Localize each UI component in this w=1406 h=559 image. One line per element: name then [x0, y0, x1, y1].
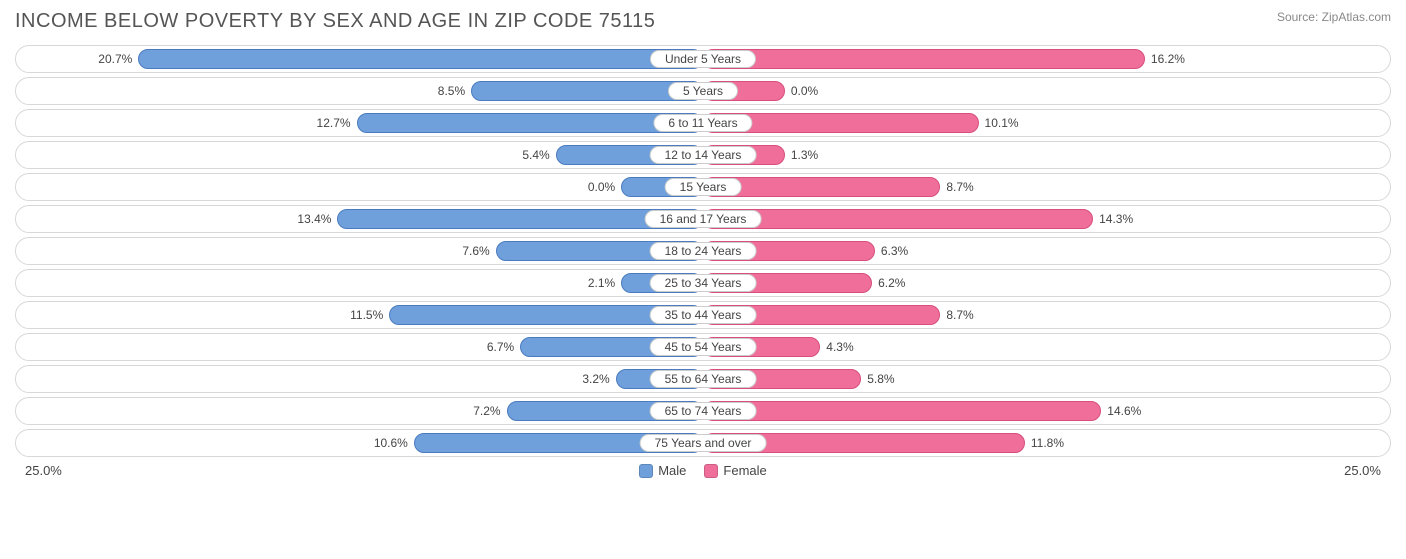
male-pct-label: 6.7% [487, 340, 514, 354]
male-pct-label: 0.0% [588, 180, 615, 194]
legend: Male Female [639, 463, 767, 478]
category-label: Under 5 Years [650, 50, 756, 68]
chart-row: 2.1% 6.2% 25 to 34 Years [15, 269, 1391, 297]
chart-row: 20.7% 16.2% Under 5 Years [15, 45, 1391, 73]
female-bar [703, 49, 1145, 69]
chart-row: 12.7% 10.1% 6 to 11 Years [15, 109, 1391, 137]
male-pct-label: 5.4% [522, 148, 549, 162]
category-label: 6 to 11 Years [653, 114, 752, 132]
legend-male-label: Male [658, 463, 686, 478]
female-pct-label: 14.6% [1107, 404, 1141, 418]
chart-row: 6.7% 4.3% 45 to 54 Years [15, 333, 1391, 361]
category-label: 16 and 17 Years [645, 210, 762, 228]
chart-row: 7.6% 6.3% 18 to 24 Years [15, 237, 1391, 265]
category-label: 25 to 34 Years [650, 274, 757, 292]
female-pct-label: 14.3% [1099, 212, 1133, 226]
male-pct-label: 3.2% [582, 372, 609, 386]
male-bar [138, 49, 703, 69]
axis-row: 25.0% Male Female 25.0% [15, 463, 1391, 478]
source-attribution: Source: ZipAtlas.com [1277, 10, 1391, 24]
chart-row: 0.0% 8.7% 15 Years [15, 173, 1391, 201]
male-pct-label: 20.7% [98, 52, 132, 66]
female-pct-label: 16.2% [1151, 52, 1185, 66]
female-pct-label: 11.8% [1031, 436, 1064, 450]
chart-row: 13.4% 14.3% 16 and 17 Years [15, 205, 1391, 233]
chart-title: INCOME BELOW POVERTY BY SEX AND AGE IN Z… [15, 10, 655, 33]
male-pct-label: 11.5% [350, 308, 383, 322]
axis-max-right: 25.0% [1344, 463, 1381, 478]
legend-female-label: Female [723, 463, 766, 478]
category-label: 65 to 74 Years [650, 402, 757, 420]
category-label: 15 Years [665, 178, 742, 196]
female-bar [703, 401, 1101, 421]
female-pct-label: 4.3% [826, 340, 853, 354]
male-swatch-icon [639, 464, 653, 478]
chart-row: 7.2% 14.6% 65 to 74 Years [15, 397, 1391, 425]
category-label: 55 to 64 Years [650, 370, 757, 388]
female-pct-label: 5.8% [867, 372, 894, 386]
female-pct-label: 6.3% [881, 244, 908, 258]
female-bar [703, 209, 1093, 229]
male-bar [357, 113, 703, 133]
male-pct-label: 7.2% [473, 404, 500, 418]
female-pct-label: 8.7% [946, 180, 973, 194]
female-pct-label: 6.2% [878, 276, 905, 290]
category-label: 45 to 54 Years [650, 338, 757, 356]
female-pct-label: 0.0% [791, 84, 818, 98]
female-pct-label: 10.1% [985, 116, 1019, 130]
chart-row: 10.6% 11.8% 75 Years and over [15, 429, 1391, 457]
axis-max-left: 25.0% [25, 463, 62, 478]
male-pct-label: 8.5% [438, 84, 465, 98]
chart-row: 11.5% 8.7% 35 to 44 Years [15, 301, 1391, 329]
female-swatch-icon [704, 464, 718, 478]
female-pct-label: 8.7% [946, 308, 973, 322]
male-pct-label: 12.7% [317, 116, 351, 130]
male-pct-label: 7.6% [462, 244, 489, 258]
category-label: 35 to 44 Years [650, 306, 757, 324]
category-label: 18 to 24 Years [650, 242, 757, 260]
chart-row: 3.2% 5.8% 55 to 64 Years [15, 365, 1391, 393]
male-pct-label: 10.6% [374, 436, 408, 450]
chart-row: 8.5% 0.0% 5 Years [15, 77, 1391, 105]
category-label: 12 to 14 Years [650, 146, 757, 164]
male-pct-label: 2.1% [588, 276, 615, 290]
female-pct-label: 1.3% [791, 148, 818, 162]
category-label: 5 Years [668, 82, 738, 100]
category-label: 75 Years and over [640, 434, 767, 452]
diverging-bar-chart: 20.7% 16.2% Under 5 Years 8.5% 0.0% 5 Years 12… [15, 45, 1391, 457]
legend-male: Male [639, 463, 686, 478]
legend-female: Female [704, 463, 766, 478]
male-pct-label: 13.4% [297, 212, 331, 226]
chart-row: 5.4% 1.3% 12 to 14 Years [15, 141, 1391, 169]
